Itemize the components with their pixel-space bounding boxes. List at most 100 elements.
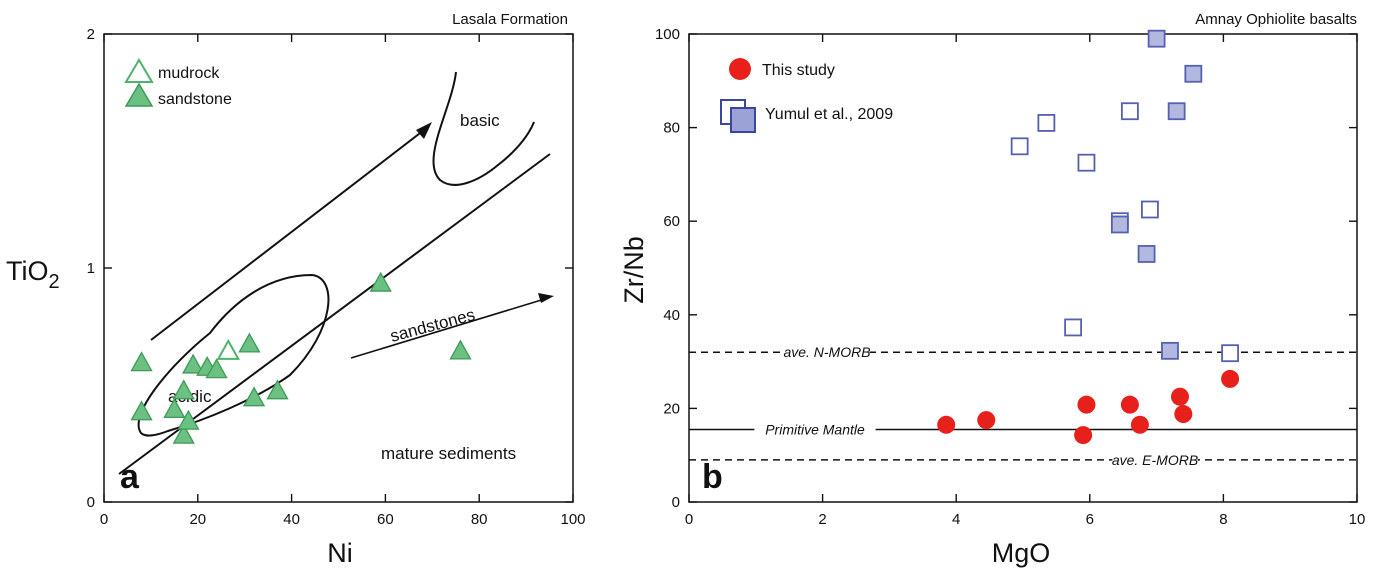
data-point bbox=[1221, 344, 1239, 363]
panel-b-x-axis-label: MgO bbox=[992, 538, 1051, 568]
data-point bbox=[1184, 64, 1203, 83]
data-point bbox=[163, 398, 186, 419]
data-point bbox=[238, 332, 261, 353]
data-point bbox=[1130, 415, 1149, 434]
x-tick-label: 100 bbox=[560, 511, 585, 528]
basic-trend-arrowhead bbox=[416, 122, 432, 139]
reference-line-label: Primitive Mantle bbox=[765, 421, 865, 437]
x-tick-label: 6 bbox=[1086, 511, 1094, 528]
data-point bbox=[1137, 245, 1156, 263]
data-point bbox=[172, 423, 195, 444]
panel-b-points bbox=[937, 29, 1240, 445]
panel-b-title: Amnay Ophiolite basalts bbox=[1195, 11, 1357, 28]
data-point bbox=[1074, 426, 1093, 445]
legend-sandstone-label: sandstone bbox=[158, 91, 232, 108]
data-point bbox=[1141, 200, 1159, 219]
sandstones-trend-arrowhead bbox=[538, 293, 554, 303]
legend-mudrock-marker bbox=[124, 58, 154, 83]
legend-yumul-label: Yumul et al., 2009 bbox=[765, 106, 893, 123]
y-tick-label: 100 bbox=[655, 26, 680, 43]
panel-b-reference-lines: ave. N-MORB Primitive Mantle ave. E-MORB bbox=[689, 343, 1357, 469]
legend-yumul-filled-marker bbox=[730, 107, 756, 133]
panel-a-y-axis-label-subscript: 2 bbox=[49, 271, 60, 293]
x-tick-label: 60 bbox=[377, 511, 394, 528]
data-point bbox=[242, 386, 266, 407]
data-point bbox=[977, 411, 996, 430]
data-point bbox=[1120, 102, 1139, 121]
reference-line-label: ave. N-MORB bbox=[783, 344, 870, 360]
panel-b: Amnay Ophiolite basalts 0 2 4 6 8 10020406080… bbox=[619, 11, 1365, 568]
y-tick-label: 2 bbox=[87, 26, 95, 43]
sandstones-trend-arrow bbox=[350, 297, 549, 359]
y-tick-label: 1 bbox=[87, 260, 95, 277]
y-tick-label: 60 bbox=[663, 213, 680, 230]
data-point bbox=[369, 271, 392, 292]
y-tick-label: 0 bbox=[87, 494, 95, 511]
annotation-sandstones: sandstones bbox=[388, 305, 477, 346]
data-point bbox=[1170, 387, 1189, 406]
data-point bbox=[1110, 215, 1129, 234]
data-point bbox=[1037, 114, 1056, 132]
data-point bbox=[1161, 341, 1179, 360]
legend-this-study-marker bbox=[729, 58, 751, 80]
panel-a-letter: a bbox=[120, 458, 140, 496]
x-tick-label: 20 bbox=[189, 511, 206, 528]
data-point bbox=[205, 358, 228, 379]
data-point bbox=[449, 339, 472, 360]
panel-b-ticks bbox=[688, 33, 1358, 503]
y-tick-label: 40 bbox=[663, 307, 680, 324]
x-tick-label: 4 bbox=[952, 511, 960, 528]
y-tick-label: 80 bbox=[663, 120, 680, 137]
panel-a-title: Lasala Formation bbox=[452, 11, 568, 28]
basic-field-outline bbox=[432, 71, 535, 186]
legend-sandstone-marker bbox=[124, 82, 154, 107]
panel-a-y-axis-label-main: TiO bbox=[6, 256, 49, 286]
data-point bbox=[177, 409, 200, 430]
data-point bbox=[937, 415, 956, 434]
legend-mudrock-label: mudrock bbox=[158, 65, 220, 82]
data-point bbox=[1167, 102, 1186, 121]
annotation-mature-sediments: mature sediments bbox=[381, 444, 516, 463]
data-point bbox=[182, 353, 205, 374]
legend-this-study-label: This study bbox=[762, 62, 835, 79]
x-tick-label: 8 bbox=[1219, 511, 1227, 528]
x-tick-label: 10 bbox=[1349, 511, 1366, 528]
panel-a-x-axis-label: Ni bbox=[327, 538, 353, 568]
x-tick-label: 80 bbox=[471, 511, 488, 528]
x-tick-label: 2 bbox=[818, 511, 826, 528]
y-tick-label: 0 bbox=[672, 494, 680, 511]
basic-trend-arrow bbox=[150, 126, 429, 341]
panel-b-y-axis-label: Zr/Nb bbox=[619, 236, 649, 304]
data-point bbox=[130, 400, 153, 421]
data-point bbox=[266, 379, 289, 400]
data-point bbox=[1077, 153, 1096, 172]
panel-a-tick-labels: 0 20 40 60 80 100 0 1 2 bbox=[87, 26, 586, 528]
data-point bbox=[1221, 369, 1240, 388]
x-tick-label: 0 bbox=[100, 511, 108, 528]
data-point bbox=[1120, 395, 1139, 414]
x-tick-label: 40 bbox=[283, 511, 300, 528]
panel-a-ticks bbox=[103, 33, 574, 503]
reference-line-label-bg bbox=[1112, 450, 1198, 469]
panel-b-frame bbox=[688, 33, 1358, 503]
reference-line-label: ave. E-MORB bbox=[1112, 452, 1198, 468]
annotation-basic: basic bbox=[460, 111, 500, 130]
data-point bbox=[1174, 405, 1193, 424]
data-point bbox=[1064, 318, 1082, 337]
panel-a-y-axis-label: TiO2 bbox=[6, 256, 60, 293]
reference-line-label-bg bbox=[754, 420, 876, 439]
data-point bbox=[1077, 395, 1096, 414]
data-point bbox=[1010, 137, 1029, 156]
reference-line-label-bg bbox=[784, 343, 870, 362]
data-point bbox=[216, 338, 240, 360]
y-tick-label: 20 bbox=[663, 400, 680, 417]
data-point bbox=[130, 351, 153, 372]
data-point bbox=[1147, 29, 1166, 48]
x-tick-label: 0 bbox=[685, 511, 693, 528]
panel-b-letter: b bbox=[702, 458, 723, 496]
acidic-field-outline bbox=[137, 273, 330, 437]
panel-a-points bbox=[130, 271, 472, 444]
